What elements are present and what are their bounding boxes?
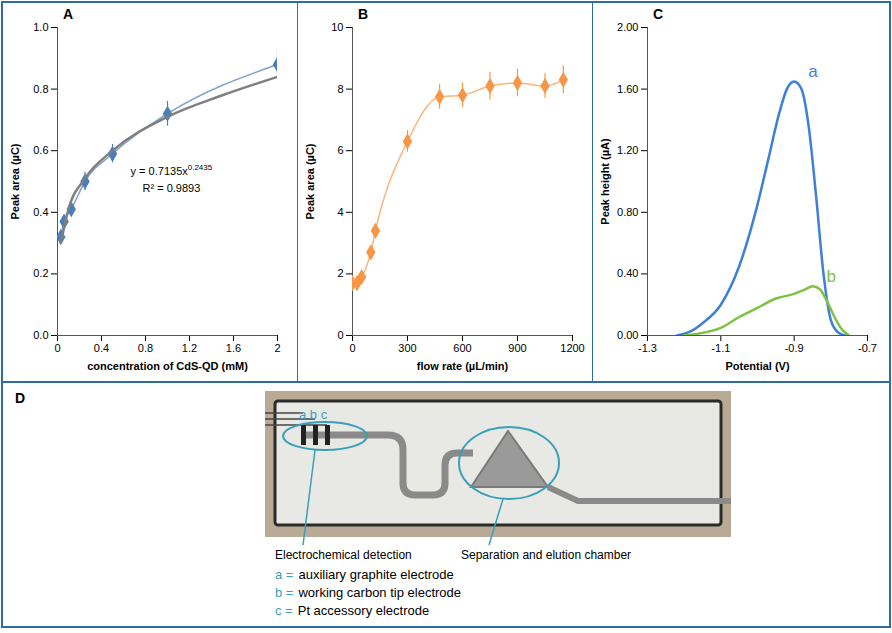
svg-text:0.2: 0.2 xyxy=(33,267,48,279)
svg-text:0: 0 xyxy=(54,342,60,354)
svg-text:0.6: 0.6 xyxy=(33,144,48,156)
svg-text:concentration of CdS-QD (mM): concentration of CdS-QD (mM) xyxy=(87,360,248,372)
svg-text:2: 2 xyxy=(274,342,280,354)
svg-text:b: b xyxy=(827,267,836,286)
svg-text:1.20: 1.20 xyxy=(617,144,638,156)
svg-text:Peak area (µC): Peak area (µC) xyxy=(304,143,316,219)
svg-text:1.60: 1.60 xyxy=(617,83,638,95)
svg-text:0.00: 0.00 xyxy=(617,329,638,341)
svg-text:Peak height (µA): Peak height (µA) xyxy=(599,138,611,225)
svg-text:a: a xyxy=(808,62,818,81)
svg-text:flow rate (µL/min): flow rate (µL/min) xyxy=(417,360,509,372)
svg-text:2: 2 xyxy=(337,267,343,279)
svg-text:a =auxiliary graphite electrod: a =auxiliary graphite electrode xyxy=(275,567,454,582)
svg-text:0: 0 xyxy=(337,329,343,341)
svg-text:6: 6 xyxy=(337,144,343,156)
svg-text:10: 10 xyxy=(331,21,343,33)
svg-text:4: 4 xyxy=(337,206,343,218)
svg-text:1200: 1200 xyxy=(560,342,584,354)
svg-text:Potential (V): Potential (V) xyxy=(725,360,790,372)
svg-text:0.4: 0.4 xyxy=(94,342,109,354)
svg-text:R² = 0.9893: R² = 0.9893 xyxy=(143,182,201,194)
svg-text:-0.9: -0.9 xyxy=(785,342,804,354)
html-text:A: A xyxy=(63,6,74,22)
svg-text:900: 900 xyxy=(508,342,526,354)
svg-text:-1.1: -1.1 xyxy=(711,342,730,354)
svg-text:Separation and elution chamber: Separation and elution chamber xyxy=(461,548,631,562)
svg-text:0.8: 0.8 xyxy=(138,342,153,354)
svg-text:D: D xyxy=(15,390,25,406)
svg-text:0.0: 0.0 xyxy=(33,329,48,341)
html-text:C: C xyxy=(653,6,664,22)
svg-text:Peak area (µC): Peak area (µC) xyxy=(9,143,21,219)
svg-text:c =Pt accessory electrode: c =Pt accessory electrode xyxy=(275,603,429,618)
svg-text:1.0: 1.0 xyxy=(33,21,48,33)
svg-text:0.40: 0.40 xyxy=(617,267,638,279)
svg-text:0.80: 0.80 xyxy=(617,206,638,218)
svg-text:y = 0.7135x0.2435: y = 0.7135x0.2435 xyxy=(131,163,213,177)
svg-text:2.00: 2.00 xyxy=(617,21,638,33)
svg-text:0: 0 xyxy=(349,342,355,354)
svg-text:b =working carbon tip electrod: b =working carbon tip electrode xyxy=(275,585,461,600)
svg-text:-1.3: -1.3 xyxy=(638,342,657,354)
svg-text:Electrochemical detection: Electrochemical detection xyxy=(275,548,412,562)
svg-text:0.8: 0.8 xyxy=(33,83,48,95)
svg-text:300: 300 xyxy=(398,342,416,354)
svg-text:600: 600 xyxy=(453,342,471,354)
svg-text:0.4: 0.4 xyxy=(33,206,48,218)
svg-text:1.2: 1.2 xyxy=(182,342,197,354)
svg-text:1.6: 1.6 xyxy=(226,342,241,354)
svg-text:8: 8 xyxy=(337,83,343,95)
svg-text:-0.7: -0.7 xyxy=(858,342,877,354)
svg-text:a b c: a b c xyxy=(299,407,328,422)
html-text:B: B xyxy=(358,6,369,22)
